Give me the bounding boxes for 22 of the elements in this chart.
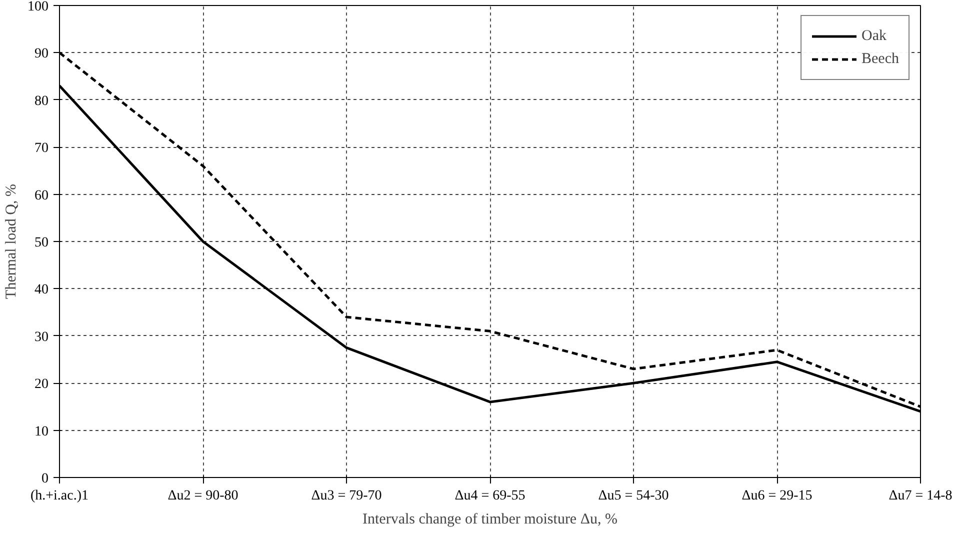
y-tick-label: 40 — [34, 282, 48, 298]
x-tick-label: Δu6 = 29-15 — [742, 488, 812, 504]
y-tick-label: 0 — [42, 472, 48, 486]
legend-label: Oak — [862, 28, 887, 44]
y-tick-label: 50 — [34, 236, 48, 250]
y-tick-label: 30 — [34, 330, 48, 345]
x-axis-title: Intervals change of timber moisture Δu, % — [362, 512, 618, 528]
y-tick-label: 10 — [34, 424, 48, 440]
y-axis-title: Thermal load Q, % — [4, 184, 20, 299]
x-tick-label: Δu7 = 14-8 — [888, 488, 952, 504]
x-tick-label: Δu4 = 69-55 — [454, 488, 526, 504]
x-tick-label: Δu3 = 79-70 — [311, 488, 382, 504]
y-tick-label: 80 — [34, 94, 48, 109]
y-tick-label: 100 — [28, 0, 48, 14]
x-tick-label: Δu2 = 90-80 — [168, 488, 238, 504]
y-tick-label: 20 — [34, 377, 48, 392]
x-tick-label: (h.+i.ac.)1 — [30, 488, 89, 504]
y-tick-label: 90 — [34, 46, 48, 62]
legend-label: Beech — [862, 50, 899, 68]
y-tick-label: 70 — [34, 141, 48, 156]
x-tick-label: Δu5 = 54-30 — [598, 488, 669, 504]
y-tick-label: 60 — [34, 188, 48, 204]
